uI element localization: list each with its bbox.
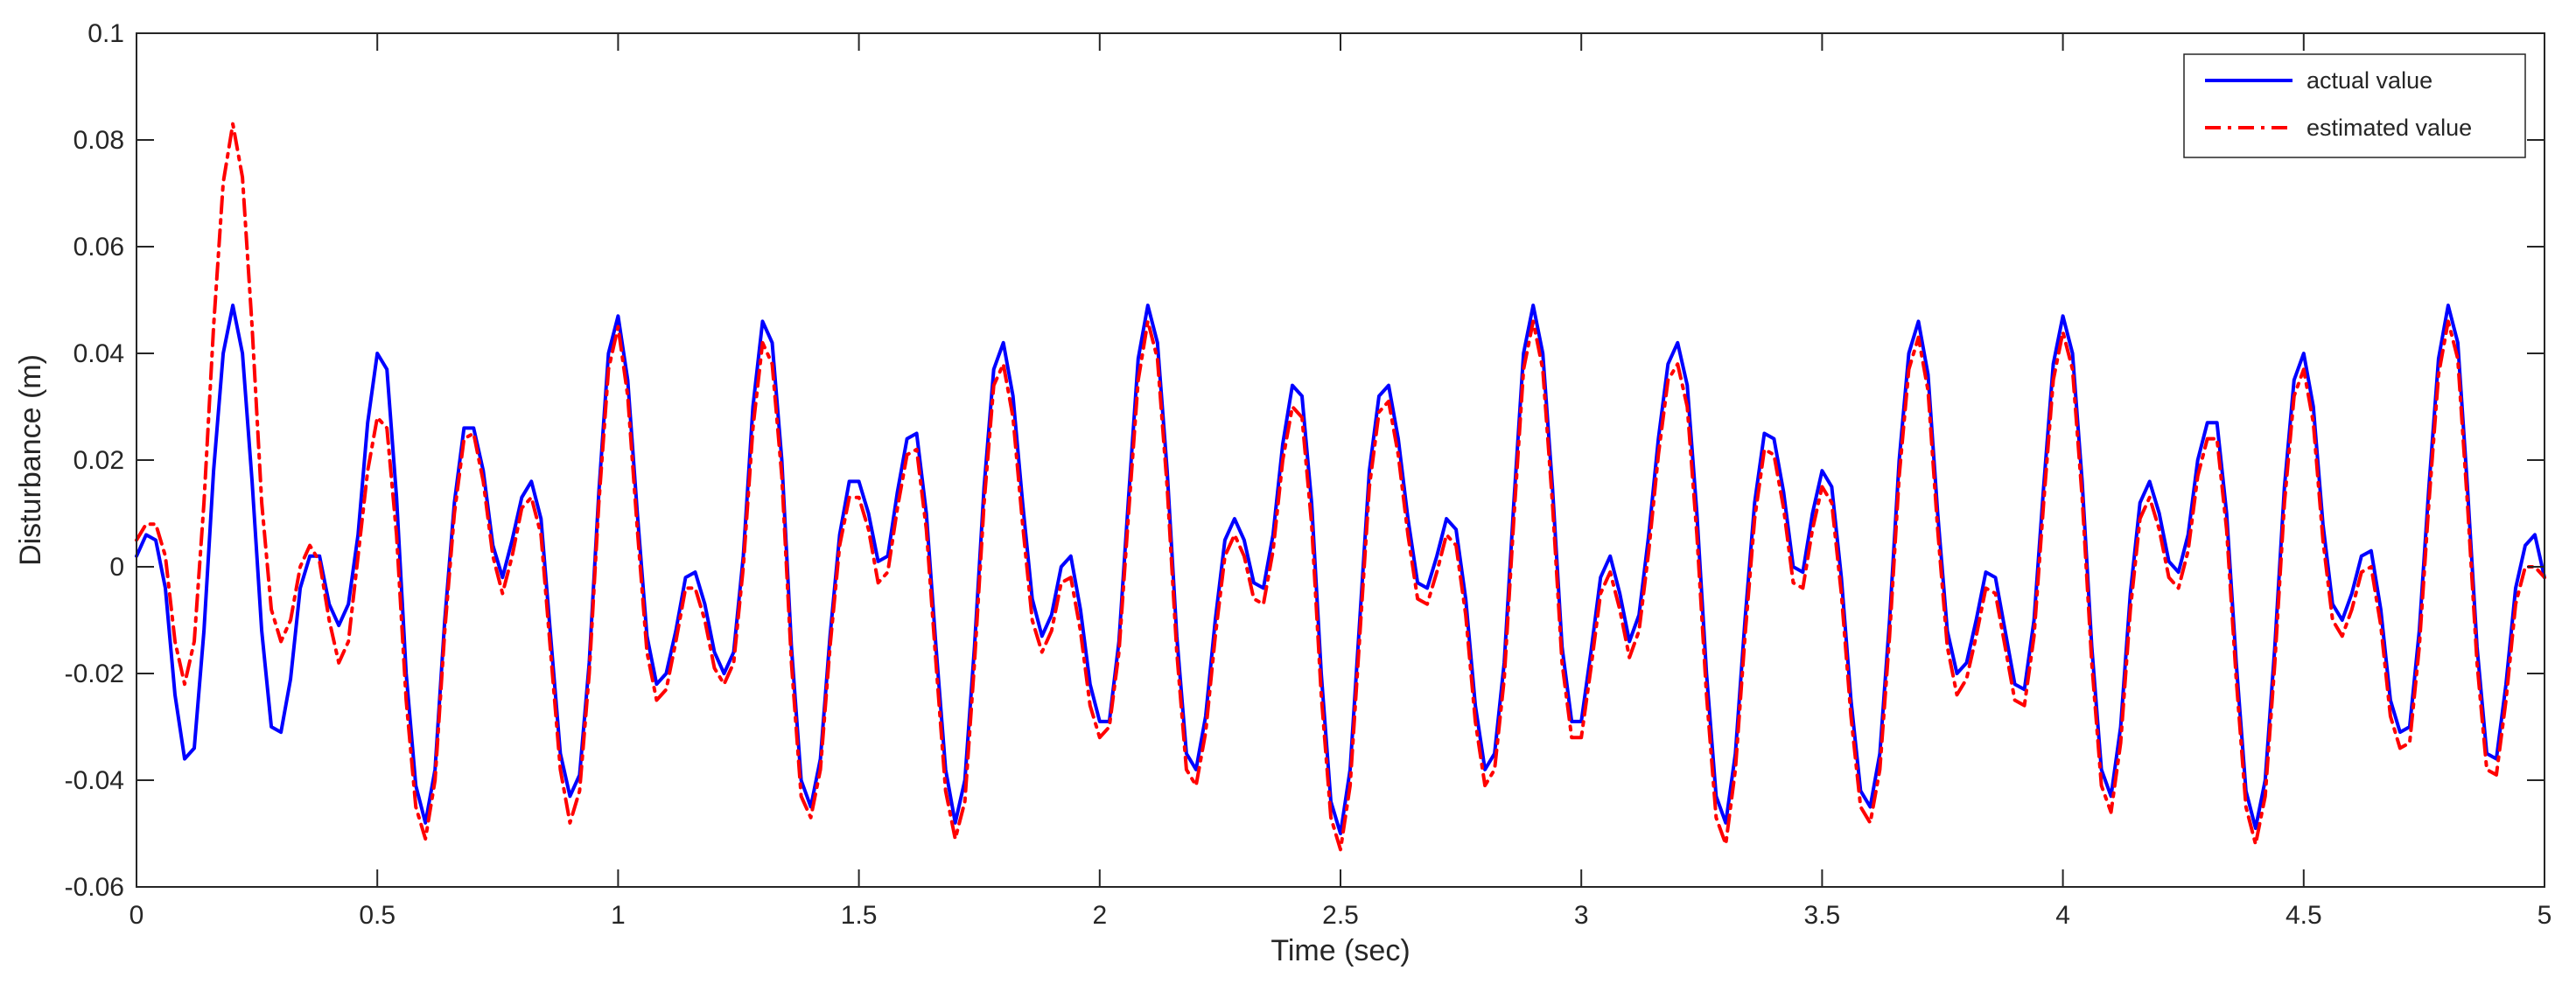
y-tick-label: 0.1	[88, 19, 124, 48]
legend-label-estimated: estimated value	[2306, 115, 2472, 141]
y-tick-label: 0.06	[74, 233, 124, 262]
plot-area	[136, 33, 2544, 887]
y-axis-ticks: -0.06 -0.04 -0.02 0 0.02 0.04 0.06 0.08 0.1	[65, 19, 2544, 902]
y-tick-label: 0.04	[74, 339, 124, 368]
x-tick-label: 0	[130, 901, 144, 930]
x-tick-label: 4	[2055, 901, 2070, 930]
legend-box	[2183, 53, 2526, 158]
y-tick-label: -0.04	[65, 766, 124, 795]
x-tick-label: 3	[1574, 901, 1589, 930]
x-tick-label: 5	[2538, 901, 2552, 930]
x-tick-label: 2	[1092, 901, 1107, 930]
y-axis-label: Disturbance (m)	[14, 354, 47, 566]
x-tick-label: 4.5	[2286, 901, 2322, 930]
legend-label-actual: actual value	[2306, 67, 2432, 94]
series-line-actual-value	[135, 304, 2546, 835]
y-tick-label: 0.02	[74, 446, 124, 475]
y-tick-label: 0	[109, 553, 124, 582]
x-tick-label: 3.5	[1804, 901, 1841, 930]
y-tick-label: -0.02	[65, 660, 124, 688]
series-line-estimated-value	[135, 122, 2546, 852]
x-axis-ticks: 0 0.5 1 1.5 2 2.5 3 3.5 4 4.5 5	[130, 33, 2552, 930]
y-tick-label: -0.06	[65, 873, 124, 902]
y-tick-label: 0.08	[74, 126, 124, 155]
x-tick-label: 0.5	[359, 901, 396, 930]
x-tick-label: 2.5	[1322, 901, 1359, 930]
x-tick-label: 1.5	[841, 901, 878, 930]
x-tick-label: 1	[611, 901, 626, 930]
series-layer	[135, 122, 2546, 852]
x-axis-label: Time (sec)	[1270, 934, 1410, 967]
legend: actual value estimated value	[2183, 53, 2526, 158]
